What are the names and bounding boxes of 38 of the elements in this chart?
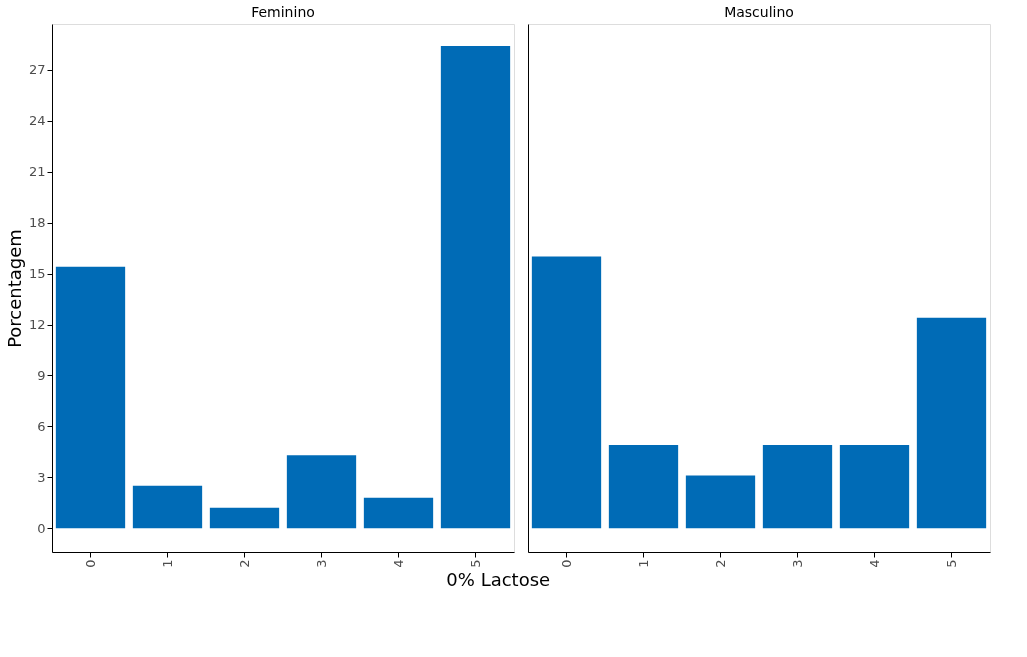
bar: [685, 475, 756, 529]
y-tick-label: 27: [28, 62, 46, 78]
x-axis-title: 0% Lactose: [446, 568, 551, 590]
bar: [286, 455, 357, 529]
y-tick-label: 3: [37, 469, 46, 485]
y-tick-label: 6: [37, 418, 46, 434]
y-tick-label: 24: [28, 113, 46, 129]
y-tick-label: 21: [28, 164, 46, 180]
x-tick-label: 1: [635, 559, 651, 568]
y-axis-title: Porcentagem: [3, 229, 25, 348]
x-tick-label: 5: [943, 559, 959, 568]
x-tick-label: 4: [390, 559, 406, 568]
bar: [608, 445, 679, 529]
x-tick-label: 3: [313, 559, 329, 568]
bar: [839, 445, 910, 529]
x-tick-label: 2: [712, 559, 728, 568]
bar: [916, 317, 987, 529]
x-tick-label: 5: [467, 559, 483, 568]
bar: [132, 485, 203, 529]
bar: [440, 46, 511, 529]
x-tick-label: 0: [558, 559, 574, 568]
x-tick-label: 0: [82, 559, 98, 568]
x-tick-label: 2: [236, 559, 252, 568]
x-tick-label: 3: [789, 559, 805, 568]
chart-title: Feminino: [251, 4, 315, 20]
y-tick-label: 12: [28, 317, 46, 332]
y-tick-label: 15: [28, 266, 46, 282]
x-tick-label: 4: [866, 559, 882, 568]
bar: [55, 266, 126, 529]
y-tick-label: 18: [28, 215, 46, 231]
bar: [531, 256, 602, 529]
y-tick-label: 0: [37, 520, 46, 536]
bar: [363, 497, 434, 529]
bar: [209, 507, 280, 529]
y-tick-label: 9: [37, 367, 46, 383]
bar: [762, 445, 833, 529]
chart-title: Masculino: [724, 4, 794, 20]
x-tick-label: 1: [159, 559, 175, 568]
